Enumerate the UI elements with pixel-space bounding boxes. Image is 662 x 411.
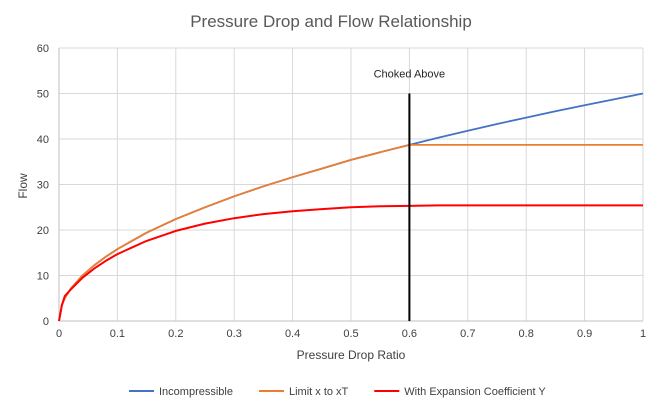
x-tick-label: 0.5 (343, 328, 358, 340)
annotation-label: Choked Above (374, 69, 446, 81)
x-tick-label: 1 (640, 328, 646, 340)
x-tick-label: 0.6 (402, 328, 417, 340)
annotations: Choked Above (374, 69, 446, 321)
x-tick-label: 0.2 (168, 328, 183, 340)
y-tick-label: 20 (37, 225, 49, 237)
x-tick-labels: 0 0.1 0.2 0.3 0.4 0.5 0.6 0.7 0.8 0.9 1 (56, 328, 646, 340)
y-tick-label: 0 (43, 316, 49, 328)
y-tick-labels: 0 10 20 30 40 50 60 (37, 43, 49, 328)
y-tick-label: 60 (37, 43, 49, 55)
legend-item: Incompressible (129, 386, 233, 398)
chart-title: Pressure Drop and Flow Relationship (190, 12, 472, 31)
x-tick-label: 0.7 (460, 328, 475, 340)
y-tick-label: 30 (37, 180, 49, 192)
y-tick-label: 10 (37, 271, 49, 283)
legend-item: Limit x to xT (258, 386, 349, 398)
x-tick-label: 0.1 (110, 328, 125, 340)
y-tick-label: 40 (37, 134, 49, 146)
series-line-1 (58, 144, 643, 322)
grid (58, 47, 644, 322)
x-tick-label: 0.9 (577, 328, 592, 340)
x-tick-label: 0 (56, 328, 62, 340)
series-line-2 (58, 204, 643, 322)
series-lines (58, 92, 644, 322)
x-axis-label: Pressure Drop Ratio (297, 348, 406, 362)
legend: Incompressible Limit x to xT With Expansio… (129, 386, 546, 398)
legend-label: With Expansion Coefficient Y (404, 386, 546, 398)
legend-item: With Expansion Coefficient Y (374, 386, 546, 398)
y-tick-label: 50 (37, 89, 49, 101)
x-tick-label: 0.3 (227, 328, 242, 340)
legend-label: Incompressible (159, 386, 233, 398)
x-tick-label: 0.4 (285, 328, 300, 340)
y-axis-label: Flow (16, 173, 30, 199)
x-tick-label: 0.8 (519, 328, 534, 340)
legend-label: Limit x to xT (289, 386, 349, 398)
